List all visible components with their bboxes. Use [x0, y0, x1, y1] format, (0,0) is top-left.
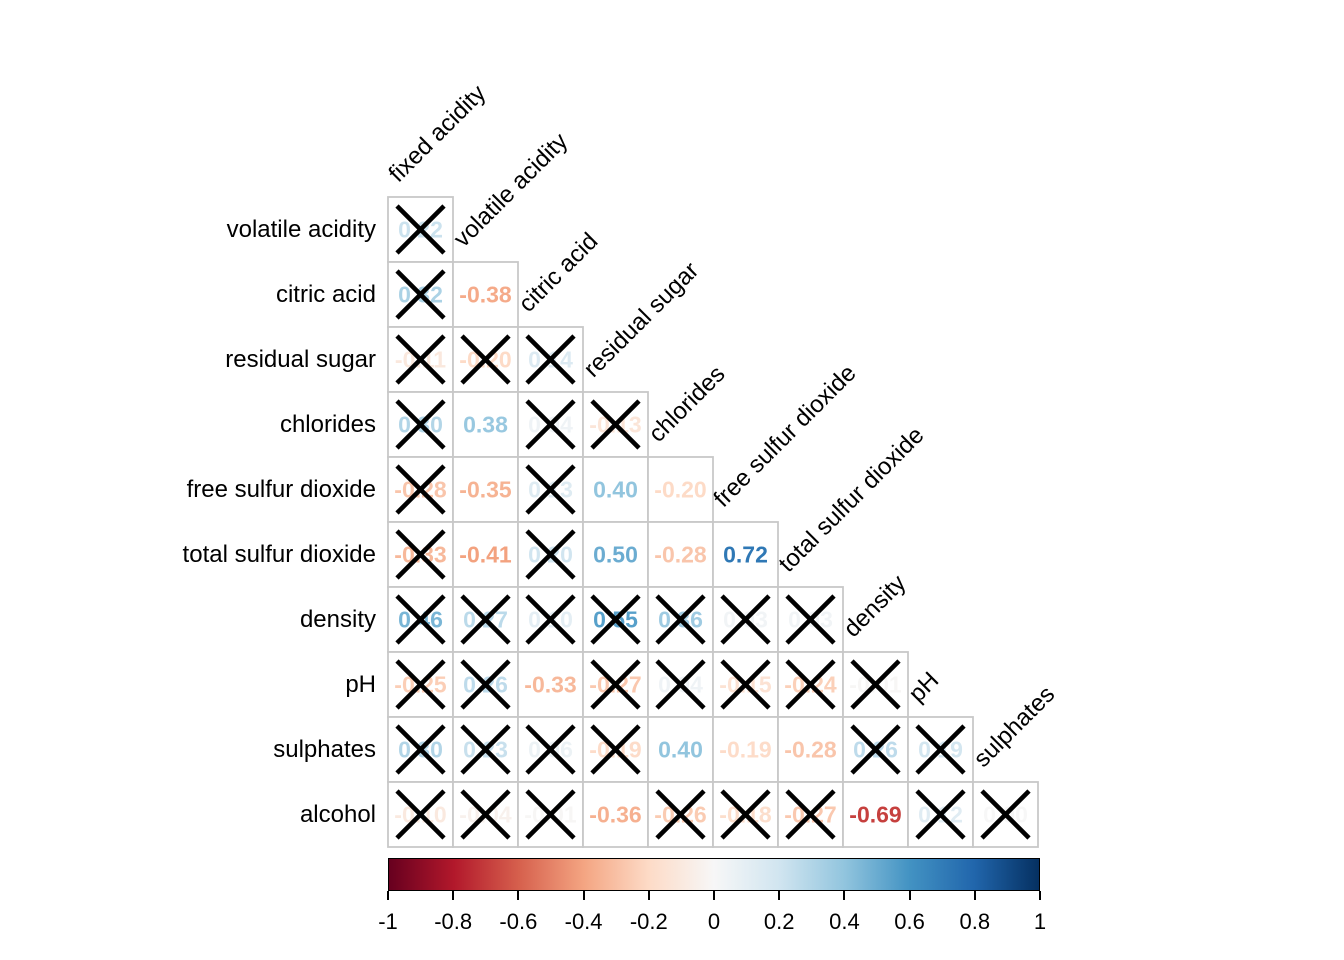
matrix-cell [712, 521, 779, 588]
row-label: chlorides [279, 410, 376, 438]
significance-cross-icon [525, 724, 576, 775]
significance-cross-icon [655, 789, 706, 840]
significance-cross-icon [460, 334, 511, 385]
significance-cross-icon [395, 464, 446, 515]
significance-cross-icon [525, 334, 576, 385]
significance-cross-icon [395, 724, 446, 775]
significance-cross-icon [720, 659, 771, 710]
significance-cross-icon [785, 659, 836, 710]
row-label: pH [345, 670, 376, 698]
significance-cross-icon [590, 399, 641, 450]
significance-cross-icon [785, 594, 836, 645]
matrix-cell [517, 651, 584, 718]
significance-cross-icon [590, 659, 641, 710]
significance-cross-icon [655, 594, 706, 645]
colorbar-tick-label: -0.8 [434, 909, 473, 934]
significance-cross-icon [395, 204, 446, 255]
significance-cross-icon [525, 594, 576, 645]
colorbar-tick [647, 891, 650, 900]
significance-cross-icon [395, 659, 446, 710]
cell-value: 0.50 [593, 542, 638, 568]
row-label: sulphates [273, 735, 376, 763]
colorbar-tick [778, 891, 781, 900]
colorbar-tick [452, 891, 455, 900]
significance-cross-icon [395, 529, 446, 580]
significance-cross-icon [915, 724, 966, 775]
significance-cross-icon [525, 789, 576, 840]
row-label: density [299, 605, 376, 633]
significance-cross-icon [460, 594, 511, 645]
colorbar-tick-label: -1 [378, 909, 398, 934]
significance-cross-icon [590, 724, 641, 775]
row-label: residual sugar [225, 345, 376, 373]
significance-cross-icon [525, 529, 576, 580]
significance-cross-icon [980, 789, 1031, 840]
colorbar-tick-label: 0.2 [763, 909, 795, 934]
cell-value: -0.33 [524, 672, 576, 698]
cell-value: -0.69 [849, 802, 901, 828]
cell-value: -0.38 [459, 282, 512, 308]
significance-cross-icon [460, 659, 511, 710]
matrix-cell [777, 716, 844, 783]
cell-value: -0.28 [784, 737, 837, 763]
colorbar-tick-label: 0.6 [894, 909, 925, 934]
significance-cross-icon [395, 594, 446, 645]
matrix-cell [647, 716, 714, 783]
row-label: free sulfur dioxide [186, 475, 376, 503]
colorbar-tick [582, 891, 585, 900]
matrix-cell [582, 781, 649, 848]
matrix-cell [647, 521, 714, 588]
row-label: citric acid [275, 280, 376, 308]
colorbar-tick [713, 891, 715, 900]
row-label: alcohol [299, 800, 376, 828]
cell-value: -0.20 [654, 477, 706, 503]
colorbar-tick [387, 891, 389, 900]
colorbar-tick [517, 891, 520, 900]
significance-cross-icon [395, 399, 446, 450]
colorbar-tick-label: 1 [1033, 909, 1047, 934]
colorbar [388, 858, 1040, 891]
significance-cross-icon [525, 464, 576, 515]
colorbar-tick [1039, 891, 1041, 900]
significance-cross-icon [720, 594, 771, 645]
row-label: total sulfur dioxide [182, 540, 376, 568]
significance-cross-icon [525, 399, 576, 450]
colorbar-tick-label: -0.4 [564, 909, 603, 934]
significance-cross-icon [850, 659, 901, 710]
significance-cross-icon [850, 724, 901, 775]
significance-cross-icon [785, 789, 836, 840]
significance-cross-icon [460, 789, 511, 840]
colorbar-tick [973, 891, 976, 900]
cell-value: 0.38 [463, 412, 508, 438]
cell-value: -0.19 [719, 737, 771, 763]
colorbar-tick-label: 0.4 [829, 909, 860, 934]
cell-value: -0.41 [459, 542, 512, 568]
significance-cross-icon [395, 269, 446, 320]
significance-cross-icon [590, 594, 641, 645]
cell-value: -0.28 [654, 542, 707, 568]
significance-cross-icon [720, 789, 771, 840]
colorbar-tick [843, 891, 846, 900]
matrix-cell [452, 391, 519, 458]
cell-value: 0.40 [658, 737, 703, 763]
cell-value: 0.40 [593, 477, 638, 503]
significance-cross-icon [395, 334, 446, 385]
colorbar-tick-label: 0.8 [959, 909, 991, 934]
colorbar-tick-label: 0 [707, 909, 721, 934]
significance-cross-icon [655, 659, 706, 710]
cell-value: -0.35 [459, 477, 512, 503]
matrix-cell [582, 521, 649, 588]
cell-value: 0.72 [723, 542, 768, 568]
colorbar-tick-label: -0.6 [499, 909, 538, 934]
significance-cross-icon [915, 789, 966, 840]
colorbar-tick-label: -0.2 [629, 909, 668, 934]
significance-cross-icon [460, 724, 511, 775]
row-label: volatile acidity [226, 215, 376, 243]
colorbar-tick [908, 891, 911, 900]
significance-cross-icon [395, 789, 446, 840]
cell-value: -0.36 [589, 802, 641, 828]
